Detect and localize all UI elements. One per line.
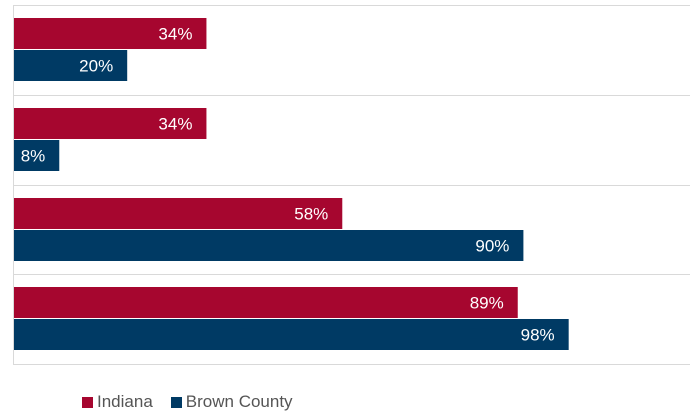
- bar-brown-county-1: [14, 50, 128, 81]
- data-label-indiana-2: 34%: [158, 115, 192, 134]
- data-label-brown-county-4: 98%: [521, 326, 555, 345]
- bar-brown-county-4: [14, 319, 569, 350]
- legend: Indiana Brown County: [82, 392, 311, 412]
- data-label-brown-county-1: 20%: [79, 57, 113, 76]
- legend-item-brown-county: Brown County: [170, 392, 293, 412]
- data-label-indiana-1: 34%: [158, 25, 192, 44]
- bar-indiana-3: [14, 198, 343, 229]
- bar-brown-county-2: [14, 140, 60, 171]
- legend-item-indiana: Indiana: [82, 392, 153, 412]
- legend-swatch-brown-county: [170, 396, 182, 408]
- bar-indiana-2: [14, 108, 207, 139]
- bar-indiana-4: [14, 287, 518, 318]
- legend-label-brown-county: Brown County: [185, 392, 293, 411]
- legend-label-indiana: Indiana: [97, 392, 153, 411]
- data-label-brown-county-3: 90%: [475, 237, 509, 256]
- bar-brown-county-3: [14, 230, 524, 261]
- bar-indiana-1: [14, 18, 207, 49]
- data-label-indiana-3: 58%: [294, 205, 328, 224]
- data-label-indiana-4: 89%: [470, 294, 504, 313]
- data-label-brown-county-2: 8%: [21, 147, 46, 166]
- legend-swatch-indiana: [82, 396, 93, 408]
